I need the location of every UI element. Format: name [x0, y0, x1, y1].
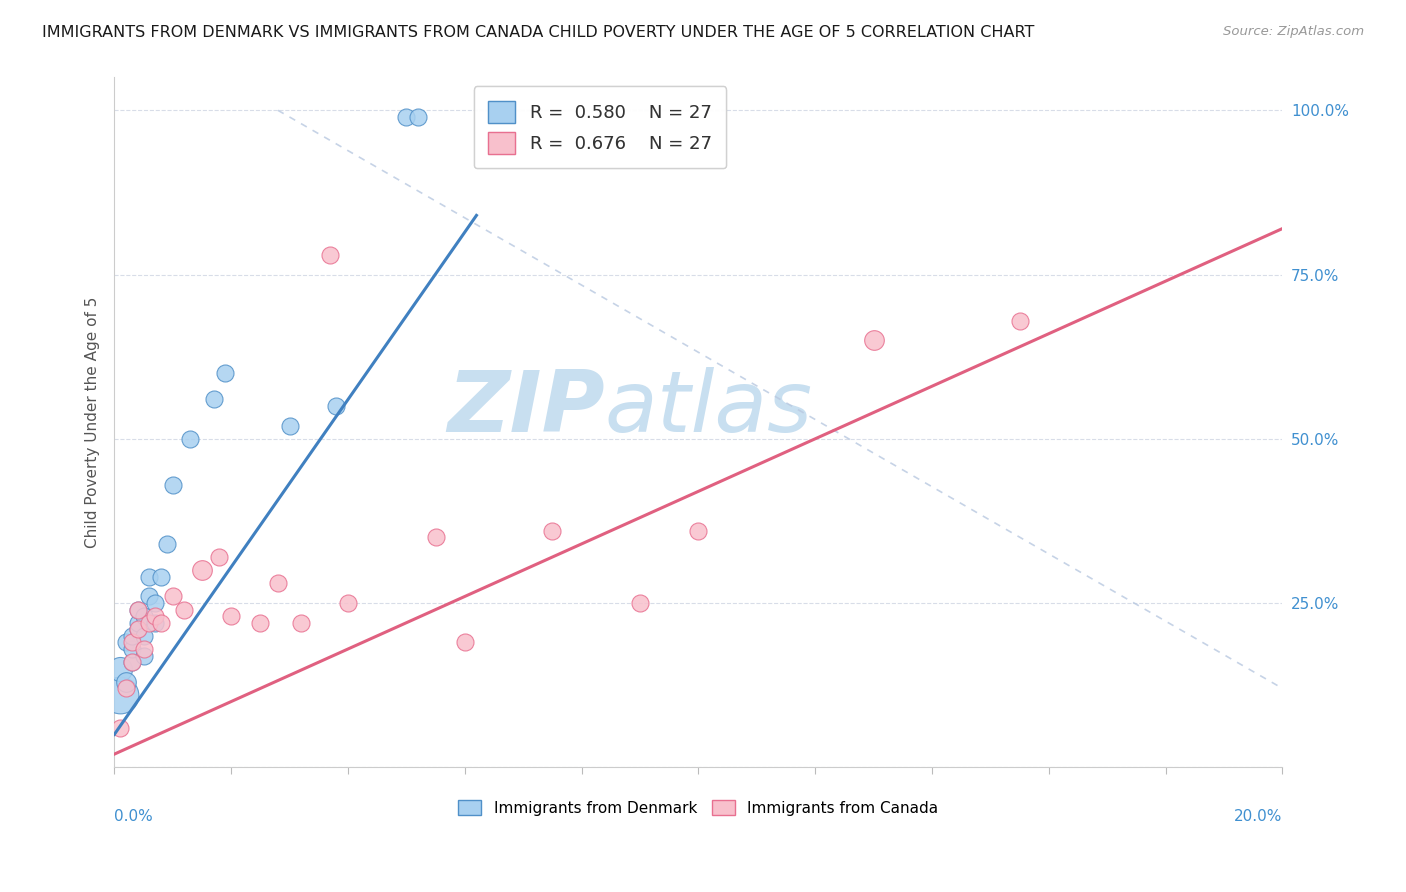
Point	[454, 635, 477, 649]
Point	[143, 596, 166, 610]
Point	[319, 248, 342, 262]
Point	[127, 602, 149, 616]
Point	[121, 642, 143, 657]
Point	[179, 432, 201, 446]
Point	[406, 110, 429, 124]
Point	[162, 477, 184, 491]
Point	[138, 570, 160, 584]
Point	[628, 596, 651, 610]
Y-axis label: Child Poverty Under the Age of 5: Child Poverty Under the Age of 5	[86, 297, 100, 548]
Legend: R =  0.580    N = 27, R =  0.676    N = 27: R = 0.580 N = 27, R = 0.676 N = 27	[474, 87, 727, 169]
Point	[132, 609, 155, 624]
Point	[336, 596, 359, 610]
Point	[115, 635, 138, 649]
Text: Source: ZipAtlas.com: Source: ZipAtlas.com	[1223, 25, 1364, 38]
Point	[127, 602, 149, 616]
Text: atlas: atlas	[605, 368, 813, 450]
Point	[267, 576, 290, 591]
Text: ZIP: ZIP	[447, 368, 605, 450]
Point	[121, 635, 143, 649]
Point	[395, 110, 418, 124]
Text: 0.0%: 0.0%	[114, 809, 153, 823]
Point	[208, 549, 231, 564]
Point	[249, 615, 271, 630]
Text: 20.0%: 20.0%	[1234, 809, 1282, 823]
Point	[202, 392, 225, 407]
Point	[156, 537, 179, 551]
Point	[115, 681, 138, 696]
Point	[162, 590, 184, 604]
Point	[143, 609, 166, 624]
Text: IMMIGRANTS FROM DENMARK VS IMMIGRANTS FROM CANADA CHILD POVERTY UNDER THE AGE OF: IMMIGRANTS FROM DENMARK VS IMMIGRANTS FR…	[42, 25, 1035, 40]
Point	[541, 524, 564, 538]
Point	[138, 590, 160, 604]
Point	[108, 721, 131, 735]
Point	[121, 655, 143, 669]
Point	[862, 333, 884, 347]
Point	[115, 674, 138, 689]
Point	[278, 418, 301, 433]
Point	[688, 524, 710, 538]
Point	[132, 648, 155, 663]
Point	[191, 563, 214, 577]
Point	[108, 688, 131, 702]
Point	[425, 530, 447, 544]
Point	[121, 655, 143, 669]
Point	[143, 615, 166, 630]
Point	[138, 615, 160, 630]
Point	[121, 629, 143, 643]
Point	[132, 642, 155, 657]
Point	[150, 615, 173, 630]
Point	[219, 609, 242, 624]
Point	[150, 570, 173, 584]
Point	[127, 622, 149, 636]
Point	[290, 615, 312, 630]
Point	[132, 629, 155, 643]
Point	[108, 662, 131, 676]
Point	[127, 615, 149, 630]
Point	[325, 399, 347, 413]
Point	[214, 366, 236, 380]
Point	[1008, 313, 1031, 327]
Point	[127, 622, 149, 636]
Point	[173, 602, 195, 616]
